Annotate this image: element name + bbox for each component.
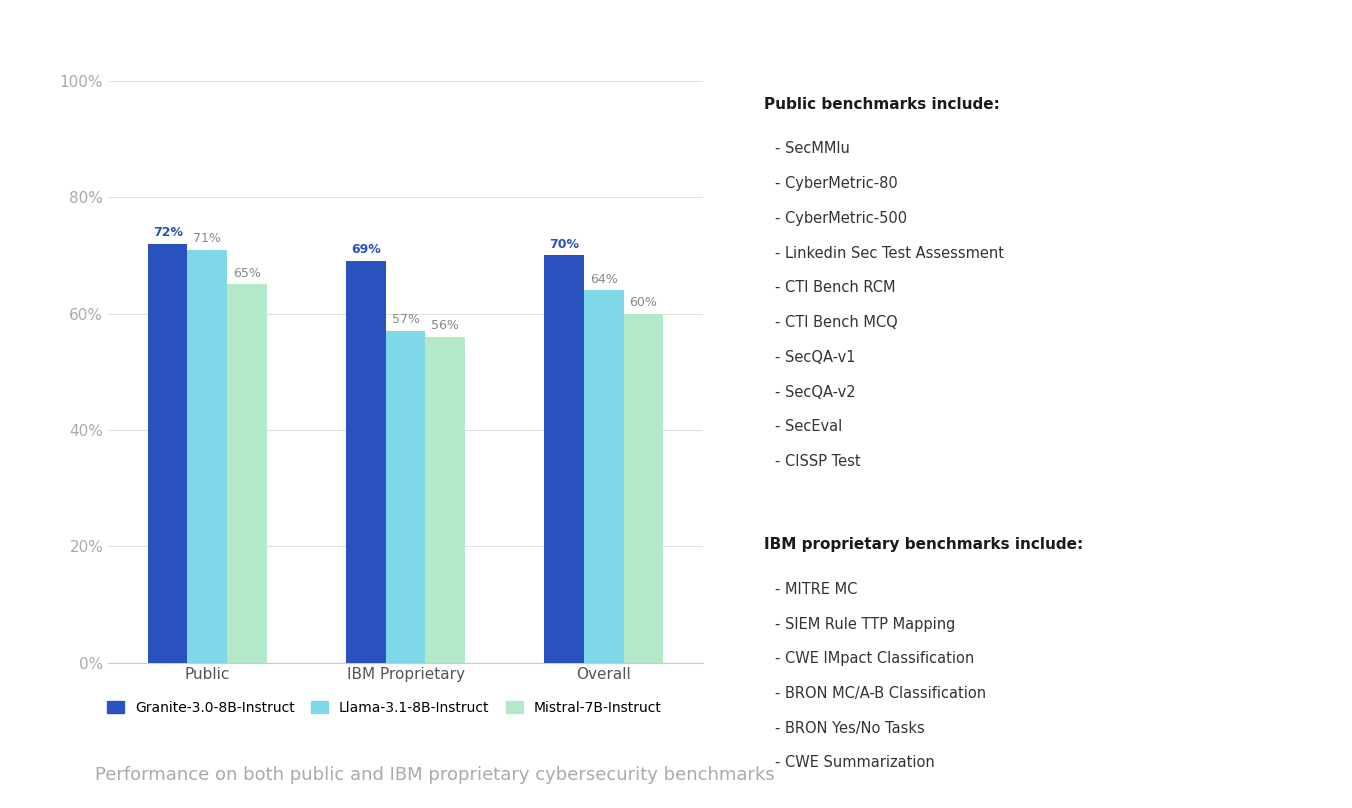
Text: 57%: 57% <box>392 314 419 326</box>
Bar <box>385 331 426 663</box>
Bar <box>623 314 664 663</box>
Bar <box>584 290 623 663</box>
Bar <box>227 284 266 663</box>
Text: 71%: 71% <box>193 232 222 245</box>
Text: 60%: 60% <box>630 296 657 309</box>
Text: 64%: 64% <box>589 272 618 285</box>
Bar <box>545 255 584 663</box>
Text: - CyberMetric-500: - CyberMetric-500 <box>775 211 907 226</box>
Text: - CTI Bench RCM: - CTI Bench RCM <box>775 280 895 296</box>
Text: 70%: 70% <box>549 238 579 250</box>
Bar <box>147 244 188 663</box>
Bar <box>426 337 465 663</box>
Text: 69%: 69% <box>352 243 381 256</box>
Text: Performance on both public and IBM proprietary cybersecurity benchmarks: Performance on both public and IBM propr… <box>95 766 775 784</box>
Text: - SecMMlu: - SecMMlu <box>775 141 849 157</box>
Text: - SIEM Rule TTP Mapping: - SIEM Rule TTP Mapping <box>775 617 955 632</box>
Text: - SecQA-v2: - SecQA-v2 <box>775 385 856 400</box>
Bar <box>188 250 227 663</box>
Text: - CWE IMpact Classification: - CWE IMpact Classification <box>775 651 973 667</box>
Legend: Granite-3.0-8B-Instruct, Llama-3.1-8B-Instruct, Mistral-7B-Instruct: Granite-3.0-8B-Instruct, Llama-3.1-8B-In… <box>101 695 668 720</box>
Text: 65%: 65% <box>233 267 261 280</box>
Text: - Linkedin Sec Test Assessment: - Linkedin Sec Test Assessment <box>775 246 1003 261</box>
Text: 56%: 56% <box>431 319 460 332</box>
Bar <box>346 261 385 663</box>
Text: - CyberMetric-80: - CyberMetric-80 <box>775 176 898 191</box>
Text: - SecQA-v1: - SecQA-v1 <box>775 350 856 365</box>
Text: - SecEval: - SecEval <box>775 419 842 435</box>
Text: IBM proprietary benchmarks include:: IBM proprietary benchmarks include: <box>764 537 1083 553</box>
Text: - BRON MC/A-B Classification: - BRON MC/A-B Classification <box>775 686 986 701</box>
Text: - MITRE MC: - MITRE MC <box>775 582 857 597</box>
Text: Public benchmarks include:: Public benchmarks include: <box>764 97 999 112</box>
Text: - CISSP Test: - CISSP Test <box>775 454 860 469</box>
Text: 72%: 72% <box>153 226 183 239</box>
Text: - CTI Bench MCQ: - CTI Bench MCQ <box>775 315 898 330</box>
Text: - CWE Summarization: - CWE Summarization <box>775 755 934 771</box>
Text: - BRON Yes/No Tasks: - BRON Yes/No Tasks <box>775 721 925 736</box>
